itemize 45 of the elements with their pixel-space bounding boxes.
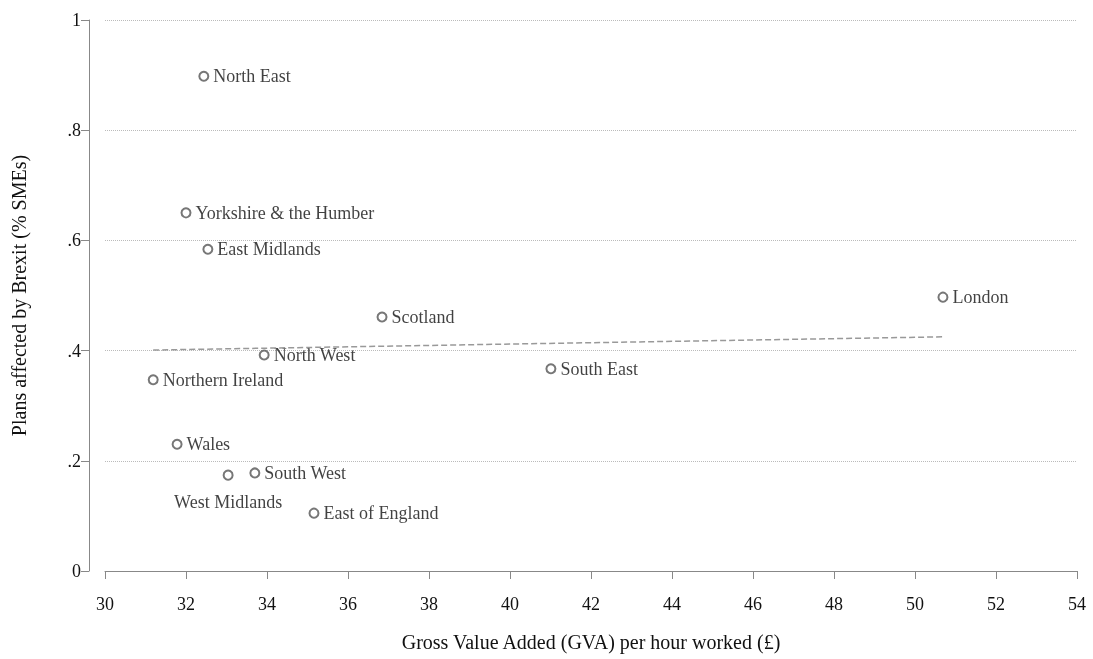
point [545, 363, 557, 375]
y-tick-label: .6 [67, 230, 81, 251]
point [180, 207, 192, 219]
x-tick-label: 44 [663, 594, 681, 614]
point [198, 70, 210, 82]
x-tick-label: 48 [825, 594, 843, 614]
y-tick-label: .2 [67, 450, 81, 471]
x-tick-label: 52 [987, 594, 1005, 614]
series-label: East Midlands [217, 239, 321, 260]
x-tick-label: 38 [420, 594, 438, 614]
point [202, 243, 214, 255]
y-axis-title: Plans affected by Brexit (% SMEs) [8, 154, 31, 437]
x-tick-label: 46 [744, 594, 762, 614]
x-tick-label: 50 [906, 594, 924, 614]
x-tick-label: 36 [339, 594, 357, 614]
point [258, 349, 270, 361]
series-label: South East [560, 358, 638, 379]
y-tick-label: .4 [67, 340, 81, 361]
series-label: West Midlands [174, 491, 283, 512]
x-axis-title: Gross Value Added (GVA) per hour worked (£) [401, 631, 781, 654]
series-label: Wales [186, 434, 231, 455]
series-label: Northern Ireland [162, 369, 284, 390]
point [308, 507, 320, 519]
point [376, 311, 388, 323]
series-label: London [952, 287, 1009, 308]
series-label: Yorkshire & the Humber [195, 202, 375, 223]
point [249, 467, 261, 479]
series-label: North West [273, 345, 356, 366]
y-tick-label: 1 [72, 10, 81, 30]
x-tick-label: 30 [96, 594, 114, 614]
y-tick-label: 0 [72, 561, 81, 581]
x-tick-label: 32 [177, 594, 195, 614]
series-label: Scotland [391, 306, 455, 327]
series-label: North East [213, 66, 291, 87]
x-tick-label: 34 [258, 594, 276, 614]
y-tick-label: .8 [67, 120, 81, 141]
x-tick-label: 40 [501, 594, 519, 614]
series-label: East of England [323, 503, 439, 524]
point [147, 374, 159, 386]
point [222, 469, 234, 481]
point [937, 291, 949, 303]
x-tick-label: 42 [582, 594, 600, 614]
x-tick-label: 54 [1068, 594, 1086, 614]
series-label: South West [264, 462, 347, 483]
point [171, 438, 183, 450]
